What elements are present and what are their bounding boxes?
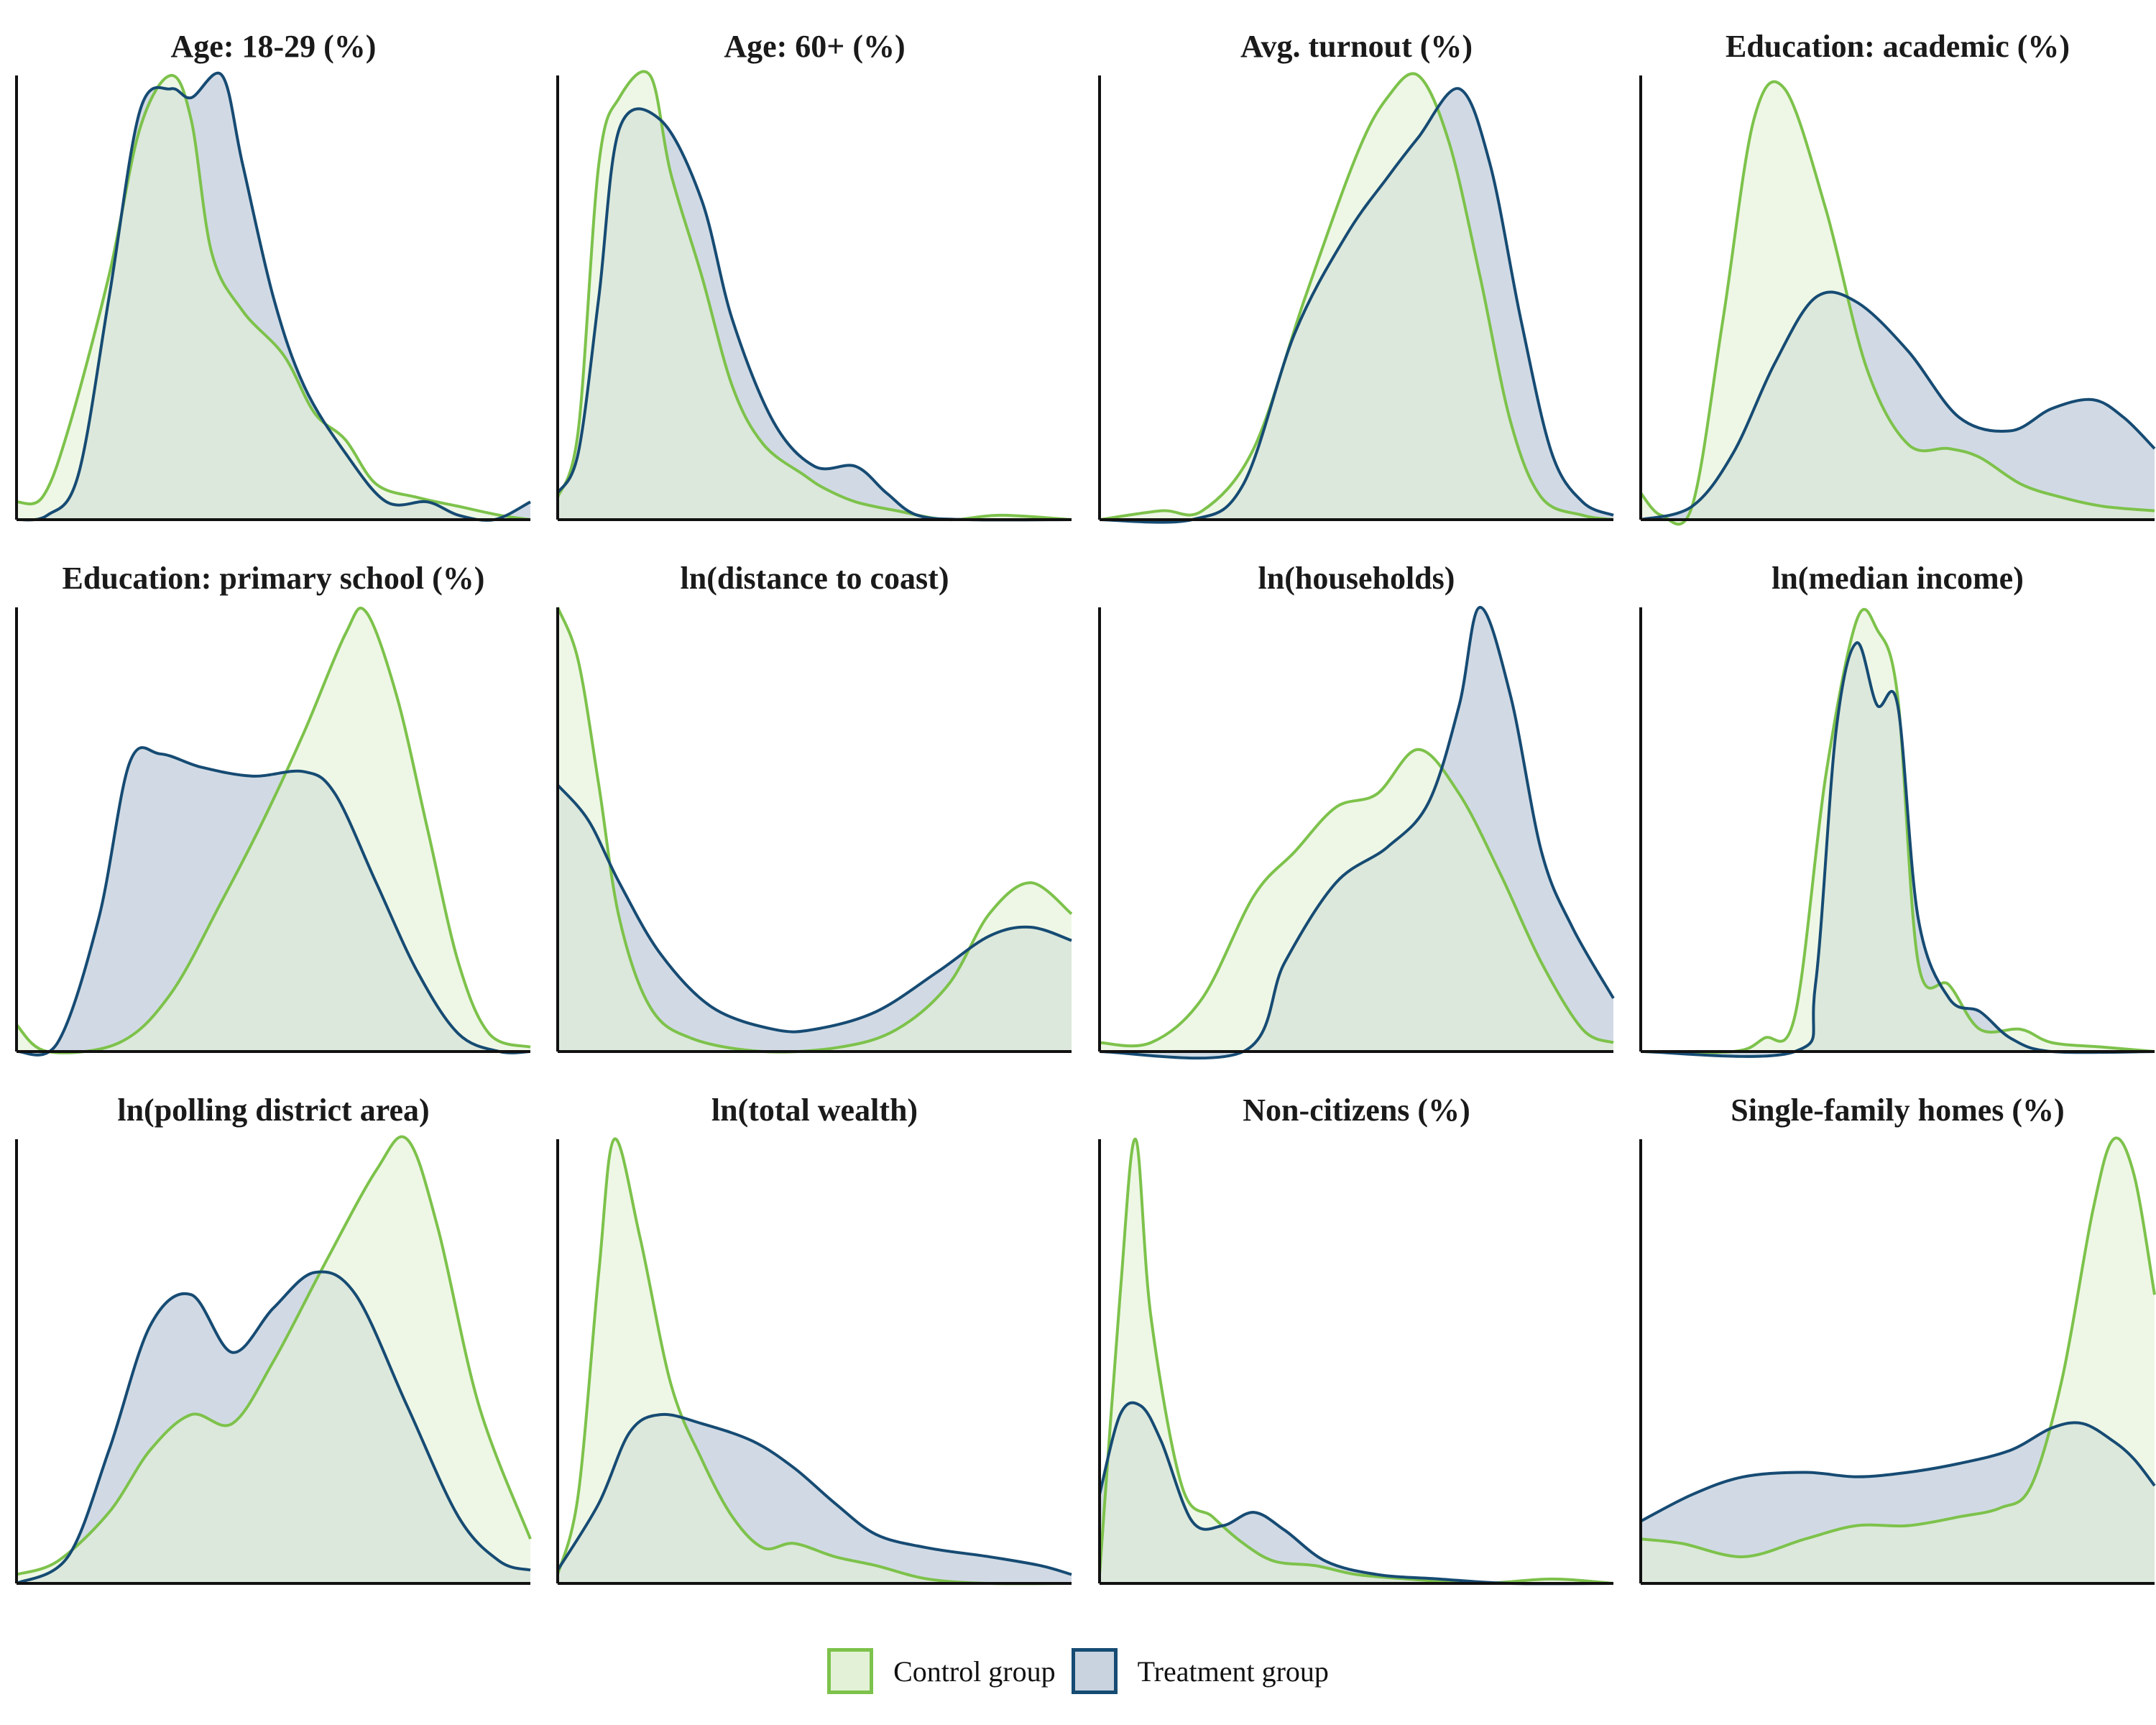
treatment-density-line — [1640, 641, 2155, 1058]
panel: Single-family homes (%) — [1639, 1092, 2156, 1585]
control-density-area — [1100, 73, 1613, 520]
legend-swatch-treatment — [1071, 1648, 1118, 1694]
control-density-line — [15, 607, 531, 1054]
treatment-density-line — [1099, 87, 1614, 524]
control-density-area — [1641, 81, 2155, 525]
treatment-density-line — [1098, 1401, 1614, 1586]
panel: Avg. turnout (%) — [1098, 29, 1614, 524]
control-density-line — [556, 607, 1073, 1054]
treatment-density-line — [556, 107, 1072, 522]
panel-title: Single-family homes (%) — [1731, 1092, 2064, 1128]
panel-title: ln(median income) — [1772, 561, 2024, 596]
legend-label-treatment: Treatment group — [1137, 1655, 1329, 1688]
panel: ln(households) — [1098, 561, 1615, 1060]
control-density-line — [1640, 607, 2155, 1054]
control-density-area — [558, 607, 1072, 1052]
control-density-area — [558, 71, 1072, 520]
control-density-line — [16, 73, 531, 521]
panel: ln(polling district area) — [15, 1092, 532, 1585]
control-density-line — [1640, 1136, 2156, 1558]
control-density-line — [1639, 80, 2155, 526]
legend-item-control: Control group — [827, 1648, 1056, 1694]
control-density-area — [17, 75, 530, 520]
panel: ln(total wealth) — [556, 1092, 1072, 1586]
control-density-area — [1100, 749, 1613, 1052]
panel-title: Non-citizens (%) — [1243, 1092, 1470, 1128]
control-density-line — [556, 70, 1072, 522]
treatment-density-line — [556, 783, 1072, 1034]
panel: Age: 60+ (%) — [556, 29, 1072, 522]
panel-title: ln(households) — [1258, 561, 1455, 596]
panel-title: Education: primary school (%) — [63, 561, 485, 596]
panel: ln(median income) — [1639, 561, 2155, 1058]
panel-title: ln(polling district area) — [117, 1092, 429, 1128]
legend-label-control: Control group — [893, 1655, 1056, 1688]
treatment-density-line — [16, 71, 531, 522]
panel-title: Avg. turnout (%) — [1240, 29, 1473, 64]
panel-title: ln(total wealth) — [711, 1092, 918, 1128]
treatment-density-line — [1099, 606, 1615, 1060]
control-density-area — [558, 1138, 1072, 1584]
legend-swatch-control — [827, 1648, 874, 1694]
panel: Non-citizens (%) — [1098, 1092, 1614, 1586]
control-density-area — [17, 1136, 530, 1583]
treatment-density-line — [16, 1270, 531, 1585]
panel: Age: 18-29 (%) — [15, 29, 531, 522]
panel-title: ln(distance to coast) — [681, 561, 949, 596]
control-density-area — [1100, 1138, 1613, 1583]
panel-title: Age: 60+ (%) — [724, 29, 905, 64]
panel: ln(distance to coast) — [556, 561, 1073, 1054]
legend: Control group Treatment group — [0, 1639, 2156, 1703]
treatment-density-line — [556, 1412, 1072, 1576]
treatment-density-line — [1640, 290, 2156, 521]
control-density-line — [16, 1135, 532, 1576]
control-density-line — [1099, 748, 1614, 1048]
legend-item-treatment: Treatment group — [1071, 1648, 1329, 1694]
treatment-density-line — [16, 746, 531, 1057]
control-density-line — [556, 1137, 1072, 1586]
panel: Education: academic (%) — [1639, 29, 2156, 526]
panel-title: Education: academic (%) — [1726, 29, 2070, 64]
control-density-area — [1641, 609, 2155, 1053]
treatment-density-line — [1640, 1421, 2156, 1523]
panel-title: Age: 18-29 (%) — [171, 29, 377, 64]
control-density-line — [1099, 72, 1614, 521]
panel: Education: primary school (%) — [15, 561, 531, 1057]
control-density-area — [1641, 1138, 2155, 1583]
